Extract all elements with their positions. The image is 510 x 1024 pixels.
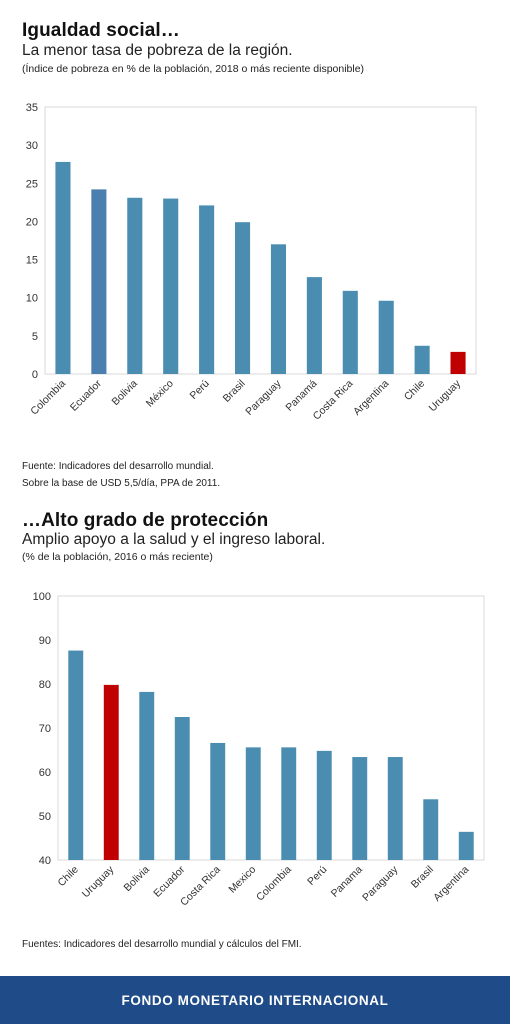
x-tick-label: Colombia [254, 864, 294, 904]
chart2-subtitle: Amplio apoyo a la salud y el ingreso lab… [22, 531, 326, 548]
x-tick-label: Perú [305, 864, 329, 888]
chart1-source: Fuente: Indicadores del desarrollo mundi… [22, 458, 220, 492]
x-tick-label: Colombia [28, 378, 68, 418]
y-tick-label: 50 [39, 811, 51, 823]
y-tick-label: 80 [39, 679, 51, 691]
bar-chile [68, 650, 84, 860]
x-tick-label: Perú [188, 378, 212, 402]
bar-bolivia [139, 691, 155, 860]
bar-ecuador [174, 717, 190, 860]
bar-paraguay [387, 757, 403, 860]
y-tick-label: 5 [32, 331, 38, 343]
x-tick-label: Mexico [226, 864, 258, 896]
bar-perú [316, 750, 332, 860]
y-tick-label: 30 [26, 140, 38, 152]
x-tick-label: Panama [329, 864, 365, 900]
bar-panamá [306, 277, 322, 374]
chart2-note: (% de la población, 2016 o más reciente) [22, 551, 213, 563]
bar-chile [414, 345, 430, 374]
bar-uruguay [450, 351, 466, 374]
chart1-note: (Índice de pobreza en % de la población,… [22, 63, 365, 75]
x-tick-label: Chile [55, 864, 81, 890]
chart1-source-line2: Sobre la base de USD 5,5/día, PPA de 201… [22, 478, 221, 489]
y-tick-label: 0 [32, 369, 38, 381]
bar-paraguay [270, 244, 287, 374]
x-tick-label: Argentina [431, 864, 471, 904]
x-tick-label: Ecuador [151, 863, 187, 899]
y-tick-label: 20 [26, 216, 38, 228]
x-tick-label: Uruguay [427, 377, 464, 414]
bar-uruguay [103, 684, 119, 860]
x-tick-label: Panamá [283, 378, 319, 414]
y-tick-label: 10 [26, 293, 38, 305]
x-tick-label: México [144, 378, 176, 410]
poverty-rate-chart: 0 5 10 15 20 25 30 35 Colombia Ecuador Bolivia Méxi… [26, 102, 477, 422]
x-tick-label: Paraguay [360, 863, 401, 904]
bar-colombia [55, 161, 71, 374]
y-tick-label: 25 [26, 178, 38, 190]
y-tick-label: 35 [26, 102, 38, 114]
bar-panama [352, 757, 368, 860]
y-tick-label: 15 [26, 255, 38, 267]
bar-méxico [163, 198, 179, 374]
x-tick-label: Bolivia [110, 378, 140, 408]
plot-area-frame [57, 595, 485, 861]
x-tick-label: Argentina [351, 378, 391, 418]
x-tick-label: Paraguay [243, 377, 284, 418]
bar-perú [199, 205, 215, 374]
bar-argentina [378, 300, 394, 374]
bar-costa-rica [342, 290, 358, 374]
x-tick-label: Brasil [221, 378, 248, 405]
x-tick-label: Brasil [409, 864, 436, 891]
x-tick-label: Chile [402, 378, 428, 404]
y-tick-label: 90 [39, 635, 51, 647]
y-tick-label: 40 [39, 855, 51, 867]
bar-costa-rica [210, 742, 226, 860]
x-tick-label: Uruguay [80, 863, 117, 900]
x-tick-label: Ecuador [68, 377, 104, 413]
y-tick-label: 70 [39, 723, 51, 735]
x-tick-label: Bolivia [122, 864, 152, 894]
chart2-source: Fuentes: Indicadores del desarrollo mund… [22, 939, 302, 950]
bar-argentina [458, 831, 474, 860]
footer-banner: FONDO MONETARIO INTERNACIONAL [0, 976, 510, 1024]
plot-area-frame [44, 106, 477, 375]
bar-ecuador [91, 189, 107, 374]
y-tick-label: 60 [39, 767, 51, 779]
chart2-title: …Alto grado de protección [22, 510, 269, 531]
bar-brasil [234, 222, 251, 374]
bar-colombia [281, 747, 297, 860]
bar-mexico [245, 747, 261, 860]
chart1-source-line1: Fuente: Indicadores del desarrollo mundi… [22, 461, 214, 472]
bar-brasil [423, 799, 439, 860]
footer-label: FONDO MONETARIO INTERNACIONAL [121, 992, 389, 1008]
chart1-title: Igualdad social… [22, 20, 180, 41]
bar-bolivia [127, 197, 143, 374]
chart1-subtitle: La menor tasa de pobreza de la región. [22, 42, 293, 59]
y-tick-label: 100 [33, 591, 51, 603]
